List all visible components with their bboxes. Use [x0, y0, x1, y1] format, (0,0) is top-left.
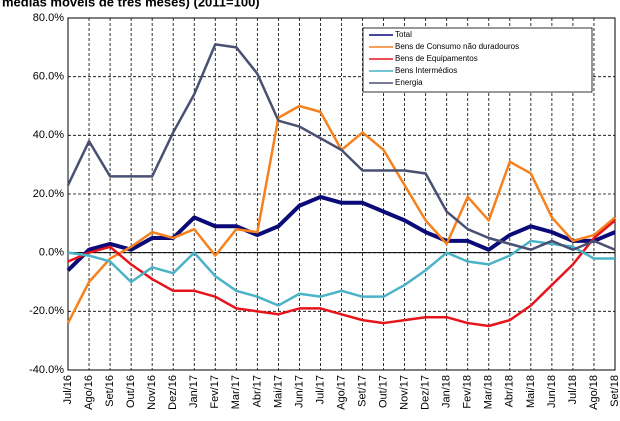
x-tick-label: Mai/18: [525, 375, 537, 408]
x-tick-label: Abr/17: [251, 375, 263, 407]
x-tick-label: Set/16: [104, 375, 116, 407]
x-tick-label: Set/18: [609, 375, 620, 407]
x-tick-label: Jan/18: [441, 375, 453, 408]
x-tick-label: Dez/16: [167, 375, 179, 410]
legend-label: Total: [395, 30, 412, 39]
x-tick-label: Jul/17: [314, 375, 326, 404]
x-tick-label: Mar/17: [230, 375, 242, 409]
legend-label: Energia: [395, 78, 423, 87]
x-tick-label: Abr/18: [504, 375, 516, 407]
x-tick-label: Jun/17: [293, 375, 305, 408]
x-tick-label: Fev/18: [462, 375, 474, 409]
chart-title: médias móveis de três meses) (2011=100): [2, 0, 260, 9]
x-tick-label: Jul/16: [62, 375, 74, 404]
legend-label: Bens Intermédios: [395, 66, 457, 75]
legend-label: Bens de Equipamentos: [395, 54, 478, 63]
series-line: [66, 43, 616, 251]
x-tick-label: Jul/18: [567, 375, 579, 404]
y-tick-label: 60.0%: [33, 71, 64, 83]
x-tick-label: Fev/17: [209, 375, 221, 409]
x-tick-label: Jun/18: [546, 375, 558, 408]
y-tick-label: 0.0%: [39, 247, 64, 259]
series-line: [67, 219, 616, 328]
x-tick-label: Dez/17: [420, 375, 432, 410]
y-tick-label: 20.0%: [33, 188, 64, 200]
x-tick-label: Ago/17: [335, 375, 347, 410]
legend-label: Bens de Consumo não duradouros: [395, 42, 519, 51]
series-line: [67, 239, 615, 307]
plot-frame: [67, 17, 616, 371]
x-tick-label: Mai/17: [272, 375, 284, 408]
x-tick-label: Nov/16: [146, 375, 158, 410]
y-tick-label: -40.0%: [29, 364, 64, 376]
x-tick-label: Out/16: [125, 375, 137, 408]
y-tick-label: 40.0%: [33, 129, 64, 141]
x-tick-label: Jan/17: [188, 375, 200, 408]
x-tick-label: Mar/18: [483, 375, 495, 409]
y-tick-label: 80.0%: [33, 12, 64, 24]
legend-box: [362, 27, 593, 93]
x-tick-label: Ago/16: [83, 375, 95, 410]
y-tick-label: -20.0%: [29, 305, 64, 317]
series-line: [66, 194, 616, 272]
x-tick-label: Ago/18: [588, 375, 600, 410]
x-tick-label: Out/17: [377, 375, 389, 408]
x-tick-label: Nov/17: [399, 375, 411, 410]
x-tick-label: Set/17: [356, 375, 368, 407]
